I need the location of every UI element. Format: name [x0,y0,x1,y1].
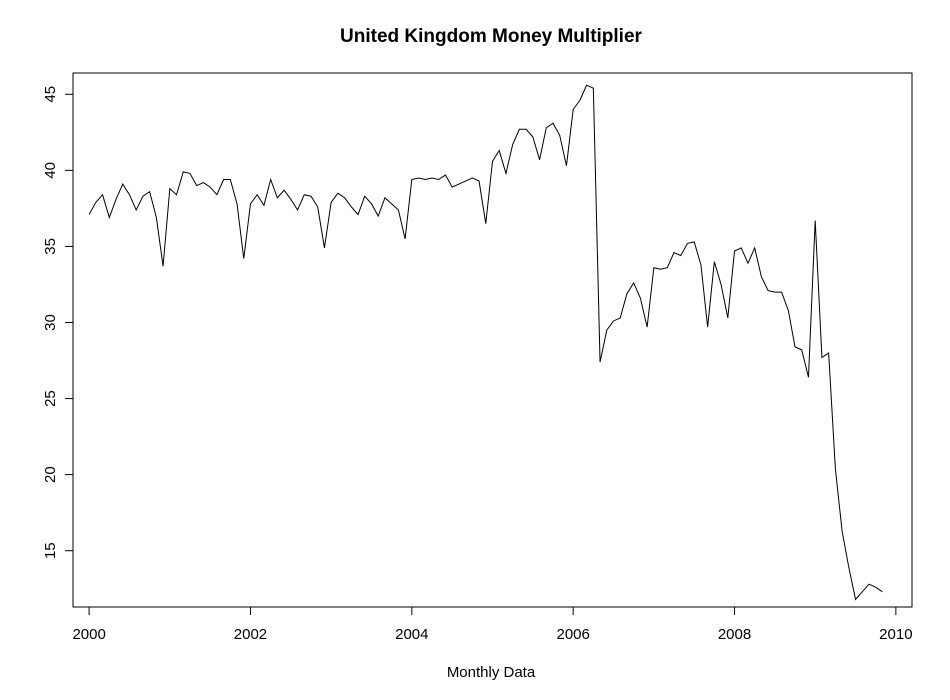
x-tick-label: 2008 [718,626,751,643]
y-tick-label: 35 [42,238,59,255]
x-axis-label: Monthly Data [446,664,536,681]
x-axis: 2000 2002 2004 2006 2008 2010 [72,606,913,643]
x-tick-label: 2010 [879,626,912,643]
x-tick-label: 2006 [556,626,589,643]
y-tick-label: 45 [42,86,59,103]
y-tick-label: 20 [42,466,59,483]
plot-frame [72,72,913,608]
series-line [88,84,883,601]
y-tick-label: 15 [42,542,59,559]
series-layer [88,84,883,601]
chart-title: United Kingdom Money Multiplier [340,26,642,47]
x-tick-label: 2004 [395,626,428,643]
y-tick-label: 30 [42,314,59,331]
y-axis: 15 20 25 30 35 40 45 [42,86,74,559]
x-tick-label: 2002 [234,626,267,643]
y-tick-label: 40 [42,162,59,179]
x-tick-label: 2000 [72,626,105,643]
y-tick-label: 25 [42,390,59,407]
